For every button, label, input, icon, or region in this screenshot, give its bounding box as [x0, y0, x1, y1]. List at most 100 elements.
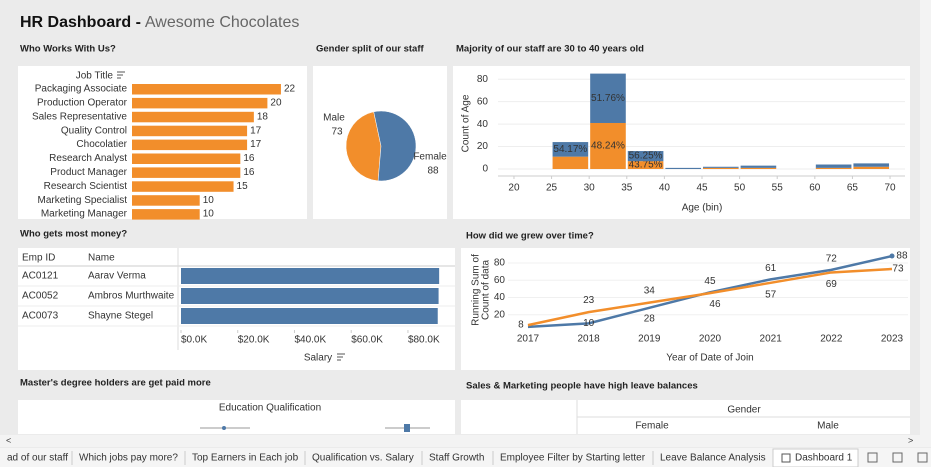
column-header: Education Qualification	[219, 403, 321, 414]
data-label: 61	[765, 263, 777, 274]
histogram-bar	[665, 167, 701, 169]
pie-slice	[345, 111, 382, 182]
x-tick-label: 70	[884, 183, 896, 194]
x-tick-label: 2021	[760, 334, 783, 345]
scroll-right[interactable]: >	[908, 435, 913, 445]
tab-action[interactable]	[917, 452, 928, 463]
bar	[132, 111, 254, 123]
tab[interactable]: Staff Growth	[429, 453, 484, 464]
x-tick-label: 25	[546, 183, 558, 194]
scroll-left[interactable]: <	[6, 435, 11, 445]
tab[interactable]: ad of our staff	[7, 453, 68, 464]
slice-value: 73	[331, 127, 343, 138]
bar	[132, 139, 248, 151]
category-label: Production Operator	[37, 98, 128, 109]
histogram-bar	[853, 163, 890, 167]
percent-label: 54.17%	[553, 144, 587, 155]
tab-action[interactable]	[867, 452, 878, 463]
x-tick-label: 50	[734, 183, 746, 194]
data-label: 88	[896, 251, 908, 262]
category-label: Packaging Associate	[35, 84, 128, 95]
section-title: How did we grew over time?	[466, 231, 594, 242]
tab-strip	[0, 448, 931, 467]
category-label: Chocolatier	[76, 139, 127, 150]
bar	[181, 288, 439, 304]
x-tick-label: $60.0K	[351, 335, 383, 346]
x-tick-label: 2019	[638, 334, 661, 345]
histogram-bar	[552, 142, 589, 157]
x-axis-label: Age (bin)	[682, 203, 723, 214]
x-tick-label: 2022	[820, 334, 843, 345]
slice-label: Female	[413, 152, 447, 163]
category-label: Research Analyst	[49, 153, 127, 164]
data-label: 18	[257, 111, 269, 122]
percent-label: 51.76%	[591, 93, 625, 104]
pie-slice	[373, 110, 417, 182]
y-tick-label: 40	[477, 119, 489, 130]
bar	[132, 167, 241, 178]
x-tick-label: 60	[809, 183, 821, 194]
x-axis-label: Year of Date of Join	[666, 353, 753, 364]
section-title: Master's degree holders are get paid mor…	[20, 378, 211, 389]
decoration	[404, 424, 410, 432]
tab[interactable]: Top Earners in Each job	[192, 453, 299, 464]
bar	[132, 125, 248, 137]
header: HR Dashboard - Awesome Chocolates	[20, 14, 299, 31]
tab[interactable]: Which jobs pay more?	[79, 453, 178, 464]
line-series	[527, 267, 893, 327]
x-tick-label: $0.0K	[181, 335, 207, 346]
y-tick-label: 0	[482, 164, 488, 175]
bar	[132, 153, 241, 164]
data-label: 72	[826, 253, 838, 264]
y-axis-label: Count of Age	[461, 94, 472, 152]
cell: AC0121	[22, 271, 59, 282]
x-tick-label: 65	[847, 183, 859, 194]
tab-action[interactable]	[892, 452, 903, 463]
section-title: Majority of our staff are 30 to 40 years…	[456, 44, 644, 55]
data-label: 23	[583, 295, 595, 306]
data-label: 16	[243, 167, 255, 178]
percent-label: 48.24%	[591, 141, 625, 152]
histogram-bar	[740, 165, 777, 168]
column-header: Gender	[727, 405, 761, 416]
category-label: Marketing Specialist	[38, 195, 128, 206]
bar	[132, 195, 200, 206]
bar	[132, 84, 281, 95]
section-title: Sales & Marketing people have high leave…	[466, 381, 698, 392]
category-label: Marketing Manager	[41, 209, 128, 220]
x-tick-label: 2018	[578, 334, 601, 345]
histogram-bar	[815, 167, 852, 169]
axis-label: Job Title	[76, 71, 114, 82]
data-label: 57	[765, 289, 777, 300]
data-label: 17	[250, 139, 262, 150]
y-tick-label: 40	[494, 292, 506, 303]
histogram-bar	[552, 156, 589, 169]
x-tick-label: $80.0K	[408, 335, 440, 346]
tab[interactable]: Qualification vs. Salary	[312, 453, 414, 464]
histogram-bar	[703, 167, 739, 169]
x-tick-label: 45	[696, 183, 708, 194]
y-axis-label: Count of data	[481, 260, 492, 320]
category-label: Product Manager	[50, 167, 127, 178]
histogram-bar	[590, 122, 626, 169]
cell: AC0073	[22, 311, 59, 322]
slice-value: 88	[427, 166, 439, 177]
category-label: Quality Control	[61, 125, 127, 136]
section-title: Who Works With Us?	[20, 44, 116, 55]
slice-label: Male	[323, 113, 345, 124]
data-label: 28	[644, 313, 656, 324]
tab[interactable]: Leave Balance Analysis	[660, 453, 766, 464]
scrollbar[interactable]	[0, 435, 920, 447]
scrollbar[interactable]	[920, 0, 931, 447]
data-label: 10	[583, 318, 595, 329]
data-label: 10	[203, 209, 215, 220]
histogram-bar	[853, 166, 890, 169]
cell: AC0052	[22, 291, 59, 302]
tab[interactable]: Dashboard 1	[795, 453, 853, 464]
tab-icon	[781, 453, 791, 463]
tab[interactable]: Employee Filter by Starting letter	[500, 453, 646, 464]
x-tick-label: 55	[772, 183, 784, 194]
data-label: 22	[284, 84, 296, 95]
histogram-bar	[740, 167, 777, 169]
